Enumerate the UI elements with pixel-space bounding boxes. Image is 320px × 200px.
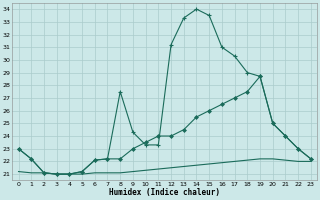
X-axis label: Humidex (Indice chaleur): Humidex (Indice chaleur)	[109, 188, 220, 197]
